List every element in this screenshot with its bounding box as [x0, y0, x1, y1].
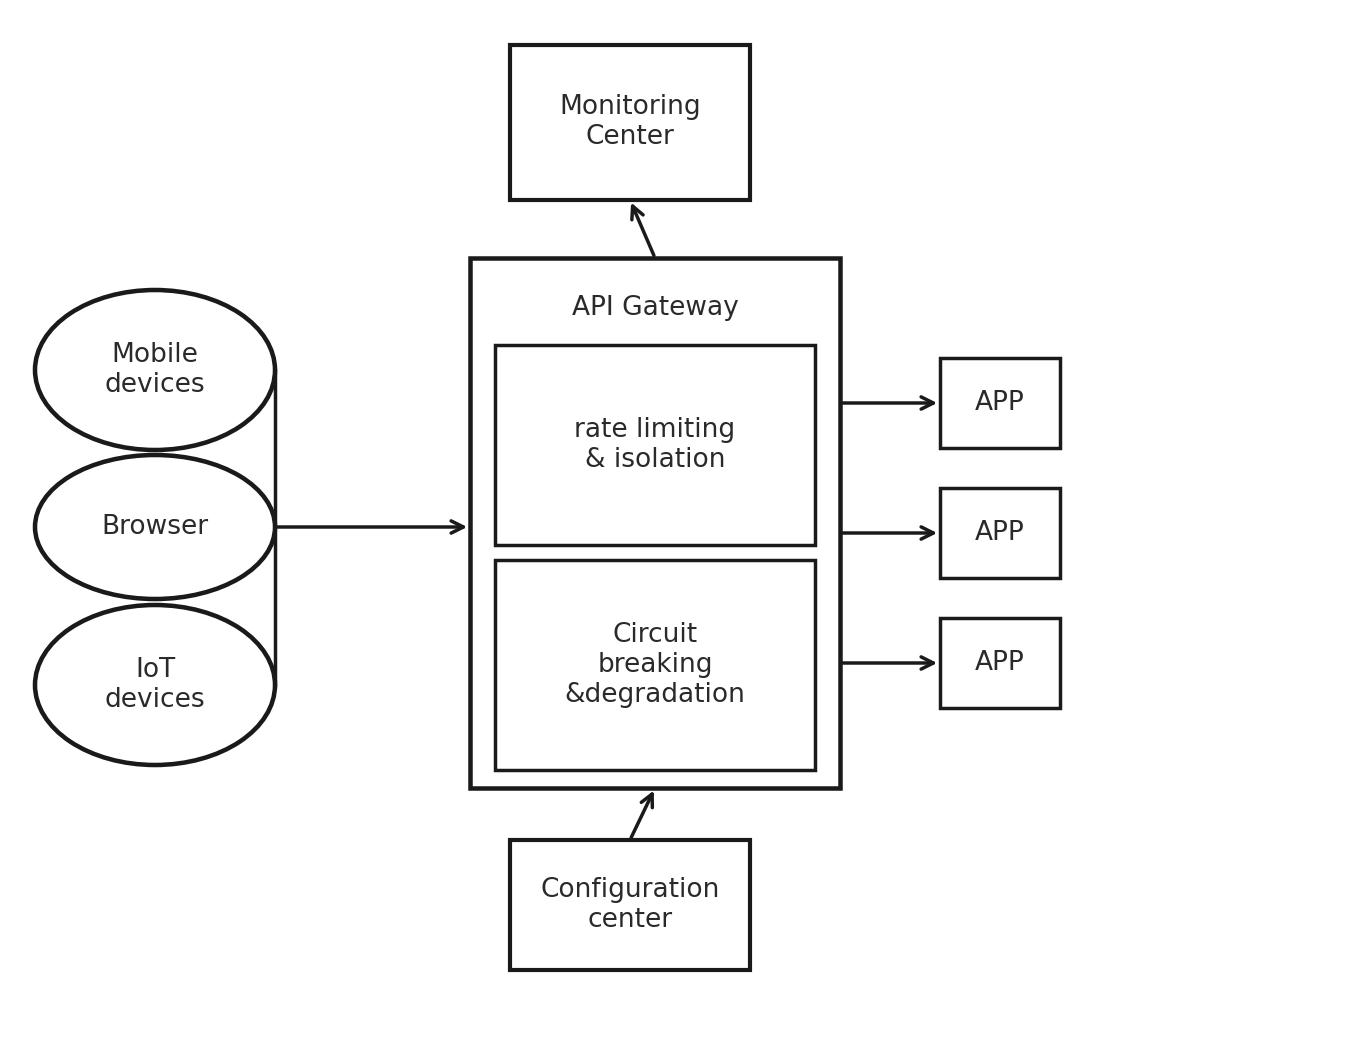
Text: Circuit
breaking
&degradation: Circuit breaking &degradation	[565, 622, 746, 708]
Text: API Gateway: API Gateway	[572, 295, 739, 321]
Text: APP: APP	[975, 390, 1025, 416]
Bar	[940, 618, 1061, 708]
Bar	[496, 345, 815, 545]
Text: Configuration
center: Configuration center	[540, 877, 720, 933]
Text: APP: APP	[975, 520, 1025, 546]
Text: Mobile
devices: Mobile devices	[105, 341, 205, 398]
Ellipse shape	[35, 455, 276, 599]
Text: APP: APP	[975, 650, 1025, 676]
Ellipse shape	[35, 605, 276, 765]
Text: Monitoring
Center: Monitoring Center	[559, 94, 701, 150]
Bar	[496, 560, 815, 770]
Bar	[511, 840, 750, 970]
Bar	[940, 488, 1061, 578]
Ellipse shape	[35, 290, 276, 450]
Text: Browser: Browser	[102, 514, 209, 540]
Text: rate limiting
& isolation: rate limiting & isolation	[574, 417, 736, 473]
Bar	[511, 45, 750, 200]
Bar	[470, 258, 841, 788]
Text: IoT
devices: IoT devices	[105, 657, 205, 713]
Bar	[940, 358, 1061, 448]
